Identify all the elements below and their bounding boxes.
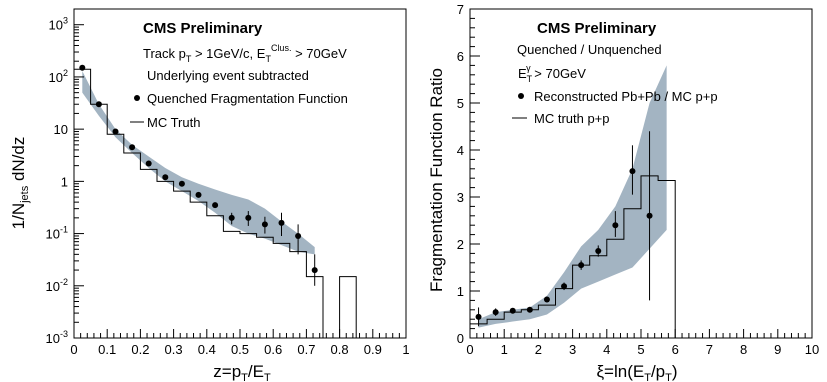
data-point — [278, 219, 285, 226]
legend-label-line: MC truth p+p — [534, 111, 610, 126]
x-tick-label: 10 — [805, 342, 819, 357]
legend-label-points: Reconstructed Pb+Pb / MC p+p — [534, 89, 718, 104]
y-tick-label: 7 — [457, 2, 464, 17]
data-point — [212, 202, 219, 209]
x-tick-label: 0.1 — [98, 342, 116, 357]
data-point — [526, 306, 533, 313]
x-tick-label: 0.6 — [264, 342, 282, 357]
y-tick-label: 10-1 — [46, 225, 68, 242]
y-tick-label: 0 — [457, 331, 464, 346]
x-tick-label: 0.8 — [331, 342, 349, 357]
x-axis-title: z=pT/ET — [213, 362, 271, 382]
y-tick-label: 102 — [49, 68, 68, 85]
data-point — [228, 214, 235, 221]
ue-subtracted-annotation: Underlying event subtracted — [147, 68, 309, 83]
data-point — [245, 214, 252, 221]
x-axis-ticks: 0 1 2 3 4 5 6 7 8 9 10 — [466, 329, 819, 357]
data-point — [561, 283, 568, 290]
data-point — [311, 267, 318, 274]
y-tick-label: 103 — [49, 16, 68, 33]
data-point — [612, 222, 619, 229]
data-point — [162, 174, 169, 181]
legend-marker-points — [134, 95, 140, 101]
histogram-line — [74, 68, 357, 339]
legend-label-points: Quenched Fragmentation Function — [147, 91, 348, 106]
data-point — [295, 232, 302, 239]
x-tick-label: 9 — [774, 342, 781, 357]
data-point — [646, 212, 653, 219]
legend: Reconstructed Pb+Pb / MC p+p MC truth p+… — [512, 89, 718, 126]
data-point — [79, 64, 86, 71]
data-point — [195, 191, 202, 198]
y-tick-label: 2 — [457, 237, 464, 252]
legend-label-line: MC Truth — [147, 115, 200, 130]
x-tick-label: 0.4 — [198, 342, 216, 357]
x-tick-label: 0.7 — [297, 342, 315, 357]
y-tick-label: 4 — [457, 143, 464, 158]
et-cut-annotation: ETγ > 70GeV — [518, 63, 586, 84]
data-point — [95, 101, 102, 108]
data-point — [543, 296, 550, 303]
data-point — [178, 180, 185, 187]
uncertainty-band — [82, 70, 315, 255]
y-tick-label: 10-2 — [46, 277, 68, 294]
data-points — [79, 64, 318, 286]
x-tick-label: 0.2 — [131, 342, 149, 357]
y-axis-title: Fragmentation Function Ratio — [427, 68, 446, 292]
data-point — [492, 309, 499, 316]
mc-truth-histogram — [74, 68, 357, 339]
y-axis-ticks: 0 1 2 3 4 5 6 7 — [457, 2, 480, 346]
panel-title: CMS Preliminary — [143, 20, 263, 37]
x-tick-label: 8 — [740, 342, 747, 357]
fragmentation-ratio-panel: 0 1 2 3 4 5 6 7 8 9 10 0 1 2 3 4 5 6 7 CMS Preliminary Qu… — [427, 2, 819, 382]
data-point — [509, 307, 516, 314]
data-point — [475, 313, 482, 320]
track-cut-annotation: Track pT > 1GeV/c, ETClus. > 70GeV — [143, 43, 347, 64]
x-tick-label: 0.5 — [231, 342, 249, 357]
x-tick-label: 6 — [672, 342, 679, 357]
data-point — [261, 221, 268, 228]
y-tick-label: 1 — [61, 174, 68, 189]
x-tick-label: 1 — [402, 342, 409, 357]
data-point — [112, 128, 119, 135]
x-tick-label: 4 — [603, 342, 610, 357]
y-tick-label: 10 — [54, 122, 68, 137]
x-tick-label: 0.3 — [165, 342, 183, 357]
x-tick-label: 0 — [466, 342, 473, 357]
y-tick-label: 6 — [457, 49, 464, 64]
x-axis-ticks: 0 0.1 0.2 0.3 0.4 0.5 0.6 0.7 0.8 0.9 1 — [70, 329, 410, 357]
data-points — [475, 131, 653, 327]
x-tick-label: 0.9 — [364, 342, 382, 357]
data-point — [578, 262, 585, 269]
panel-title: CMS Preliminary — [537, 20, 657, 37]
x-axis-title: ξ=ln(ET/pT) — [596, 362, 677, 382]
y-axis-title: 1/Njets dN/dz — [9, 137, 31, 230]
y-tick-label: 3 — [457, 190, 464, 205]
y-tick-label: 10-3 — [46, 329, 68, 346]
x-tick-label: 0 — [70, 342, 77, 357]
ratio-annotation: Quenched / Unquenched — [517, 42, 662, 57]
x-tick-label: 7 — [706, 342, 713, 357]
data-point — [129, 144, 136, 151]
data-point — [145, 160, 152, 167]
uncertainty-band — [478, 65, 667, 328]
x-tick-label: 1 — [501, 342, 508, 357]
y-axis-ticks: 10-3 10-2 10-1 1 10 102 103 — [46, 16, 84, 346]
x-tick-label: 5 — [637, 342, 644, 357]
band-area — [82, 70, 315, 255]
x-tick-label: 3 — [569, 342, 576, 357]
y-tick-label: 5 — [457, 96, 464, 111]
y-tick-label: 1 — [457, 284, 464, 299]
legend: Quenched Fragmentation Function MC Truth — [130, 91, 348, 130]
histogram-line — [470, 175, 676, 338]
data-point — [629, 168, 636, 175]
mc-truth-histogram — [470, 175, 676, 338]
band-area — [478, 65, 667, 328]
x-tick-label: 2 — [535, 342, 542, 357]
data-point — [595, 248, 602, 255]
fragmentation-function-panel: 0 0.1 0.2 0.3 0.4 0.5 0.6 0.7 0.8 0.9 1 10-310-210… — [9, 8, 410, 382]
legend-marker-points — [518, 93, 524, 99]
